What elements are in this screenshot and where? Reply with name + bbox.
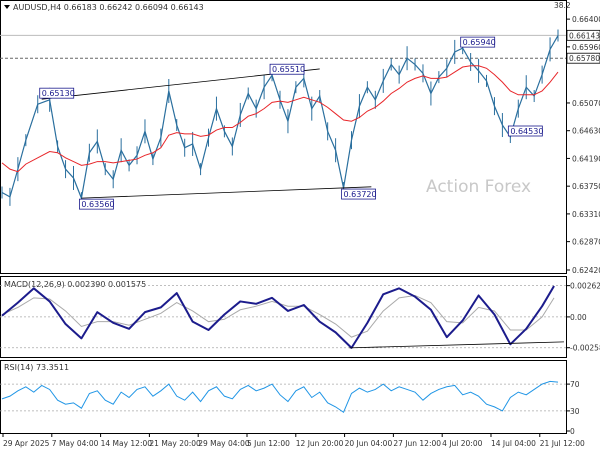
x-tick-label: 21 Jul 12:00 — [540, 439, 585, 448]
price-tick-label: 0.63310 — [572, 210, 600, 219]
price-grid — [0, 34, 566, 59]
price-annotation-box — [39, 87, 75, 99]
macd-trendline — [349, 341, 564, 349]
dropdown-triangle-icon[interactable] — [4, 5, 10, 9]
price-tick-label: 0.65070 — [572, 99, 600, 108]
rsi-tick-label: 70 — [570, 380, 580, 389]
x-tick-label: 27 Jun 12:00 — [393, 439, 441, 448]
current-price-box — [566, 29, 600, 41]
price-annotation-label: 0.63720 — [344, 190, 377, 199]
price-annotation-label: 0.65940 — [463, 38, 496, 47]
current-price-label: 0.66143 — [569, 31, 600, 40]
x-tick-label: 4 Jul 20:00 — [442, 439, 482, 448]
macd-series — [1, 285, 564, 349]
macd-title: MACD(12,26,9) 0.002390 0.001575 — [4, 280, 146, 289]
macd-axis: 0.002627 0.00 -0.002588 — [566, 282, 600, 353]
reference-level-box — [566, 52, 600, 64]
macd-tick-label: -0.002588 — [570, 344, 600, 353]
price-annotation-label: 0.63560 — [81, 200, 114, 209]
price-tick-label: 0.62420 — [572, 266, 600, 275]
price-annotation-label: 0.65510 — [272, 65, 305, 74]
price-tick-label: 0.64190 — [572, 154, 600, 163]
ema-line — [1, 65, 559, 173]
corner-value: 38.2 — [554, 1, 571, 10]
price-tick-label: 0.65960 — [572, 43, 600, 52]
x-tick-label: 29 Apr 2025 — [3, 439, 50, 448]
x-tick-label: 20 Jun 04:00 — [345, 439, 393, 448]
price-annotations: 0.65130 0.63560 0.65510 0.63720 0.65940 0.645… — [39, 36, 543, 210]
x-tick-label: 14 Jul 04:00 — [491, 439, 536, 448]
x-tick-label: 5 Jun 12:00 — [247, 439, 290, 448]
macd-tick-label: 0.002627 — [570, 282, 600, 291]
price-tick-label: 0.63750 — [572, 182, 600, 191]
rsi-axis: 70 30 0 — [566, 380, 580, 436]
x-tick-label: 12 Jun 20:00 — [296, 439, 344, 448]
x-tick-label: 21 May 20:00 — [149, 439, 201, 448]
price-annotation-label: 0.64530 — [510, 127, 543, 136]
rsi-series — [1, 380, 559, 413]
rsi-title: RSI(14) 73.3511 — [4, 363, 69, 372]
rsi-tick-label: 0 — [570, 427, 575, 436]
x-tick-label: 14 May 12:00 — [101, 439, 153, 448]
symbol-line: AUDUSD,H4 0.66183 0.66242 0.66094 0.6614… — [13, 3, 204, 12]
price-tick-label: 0.64630 — [572, 127, 600, 136]
price-annotation-label: 0.65130 — [42, 89, 75, 98]
x-tick-label: 7 May 04:00 — [52, 439, 99, 448]
price-tick-label: 0.62870 — [572, 238, 600, 247]
rsi-line — [1, 380, 559, 413]
macd-line — [1, 285, 555, 349]
rsi-tick-label: 30 — [570, 407, 580, 416]
price-annotation-box — [269, 63, 305, 75]
price-tick-label: 0.66400 — [572, 15, 600, 24]
price-trendline — [81, 186, 372, 199]
price-annotation-box — [507, 125, 543, 137]
reference-level-label: 0.65780 — [569, 54, 600, 63]
price-axis: 0.66400 0.65960 0.65780 0.65070 0.64630 0.641… — [566, 15, 600, 275]
price-line — [1, 35, 559, 201]
macd-tick-label: 0.00 — [570, 313, 587, 322]
price-annotation-box — [341, 188, 376, 200]
price-annotation-box — [460, 36, 496, 48]
watermark: Action Forex — [426, 177, 531, 197]
rsi-panel — [0, 360, 567, 434]
price-annotation-box — [79, 198, 114, 210]
x-tick-label: 29 May 04:00 — [198, 439, 250, 448]
